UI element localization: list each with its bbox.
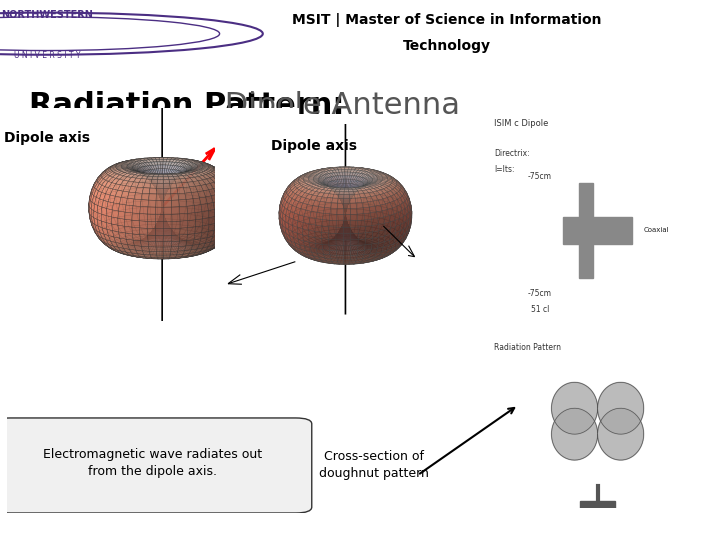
Text: Directrix:: Directrix: xyxy=(494,149,529,158)
Text: NORTHWESTERN: NORTHWESTERN xyxy=(1,10,93,19)
Text: Radiation Pattern: Radiation Pattern xyxy=(494,343,561,353)
Text: Dipole axis: Dipole axis xyxy=(271,139,357,153)
Bar xyxy=(579,183,593,217)
Text: Technology: Technology xyxy=(402,39,490,52)
Text: MSIT | Master of Science in Information: MSIT | Master of Science in Information xyxy=(292,12,601,26)
Bar xyxy=(580,501,615,508)
Text: -75cm: -75cm xyxy=(528,172,552,180)
Text: ISIM c Dipole: ISIM c Dipole xyxy=(494,119,549,129)
FancyBboxPatch shape xyxy=(0,418,312,513)
Text: l=lts:: l=lts: xyxy=(494,165,514,174)
Text: Radiation Pattern:: Radiation Pattern: xyxy=(29,91,344,120)
Text: Coaxial: Coaxial xyxy=(644,227,670,233)
Text: Electromagnetic wave radiates out
from the dipole axis.: Electromagnetic wave radiates out from t… xyxy=(43,448,263,478)
Polygon shape xyxy=(552,382,644,434)
Bar xyxy=(579,244,593,278)
Polygon shape xyxy=(552,408,644,460)
Text: 51 cl: 51 cl xyxy=(531,305,549,314)
Text: U N I V E R S I T Y: U N I V E R S I T Y xyxy=(14,51,80,59)
Text: Dipole axis: Dipole axis xyxy=(4,131,90,145)
Bar xyxy=(563,217,632,244)
Text: Cross-section of
doughnut pattern: Cross-section of doughnut pattern xyxy=(320,450,429,481)
Text: Dipole Antenna: Dipole Antenna xyxy=(215,91,461,120)
Text: -75cm: -75cm xyxy=(528,289,552,299)
